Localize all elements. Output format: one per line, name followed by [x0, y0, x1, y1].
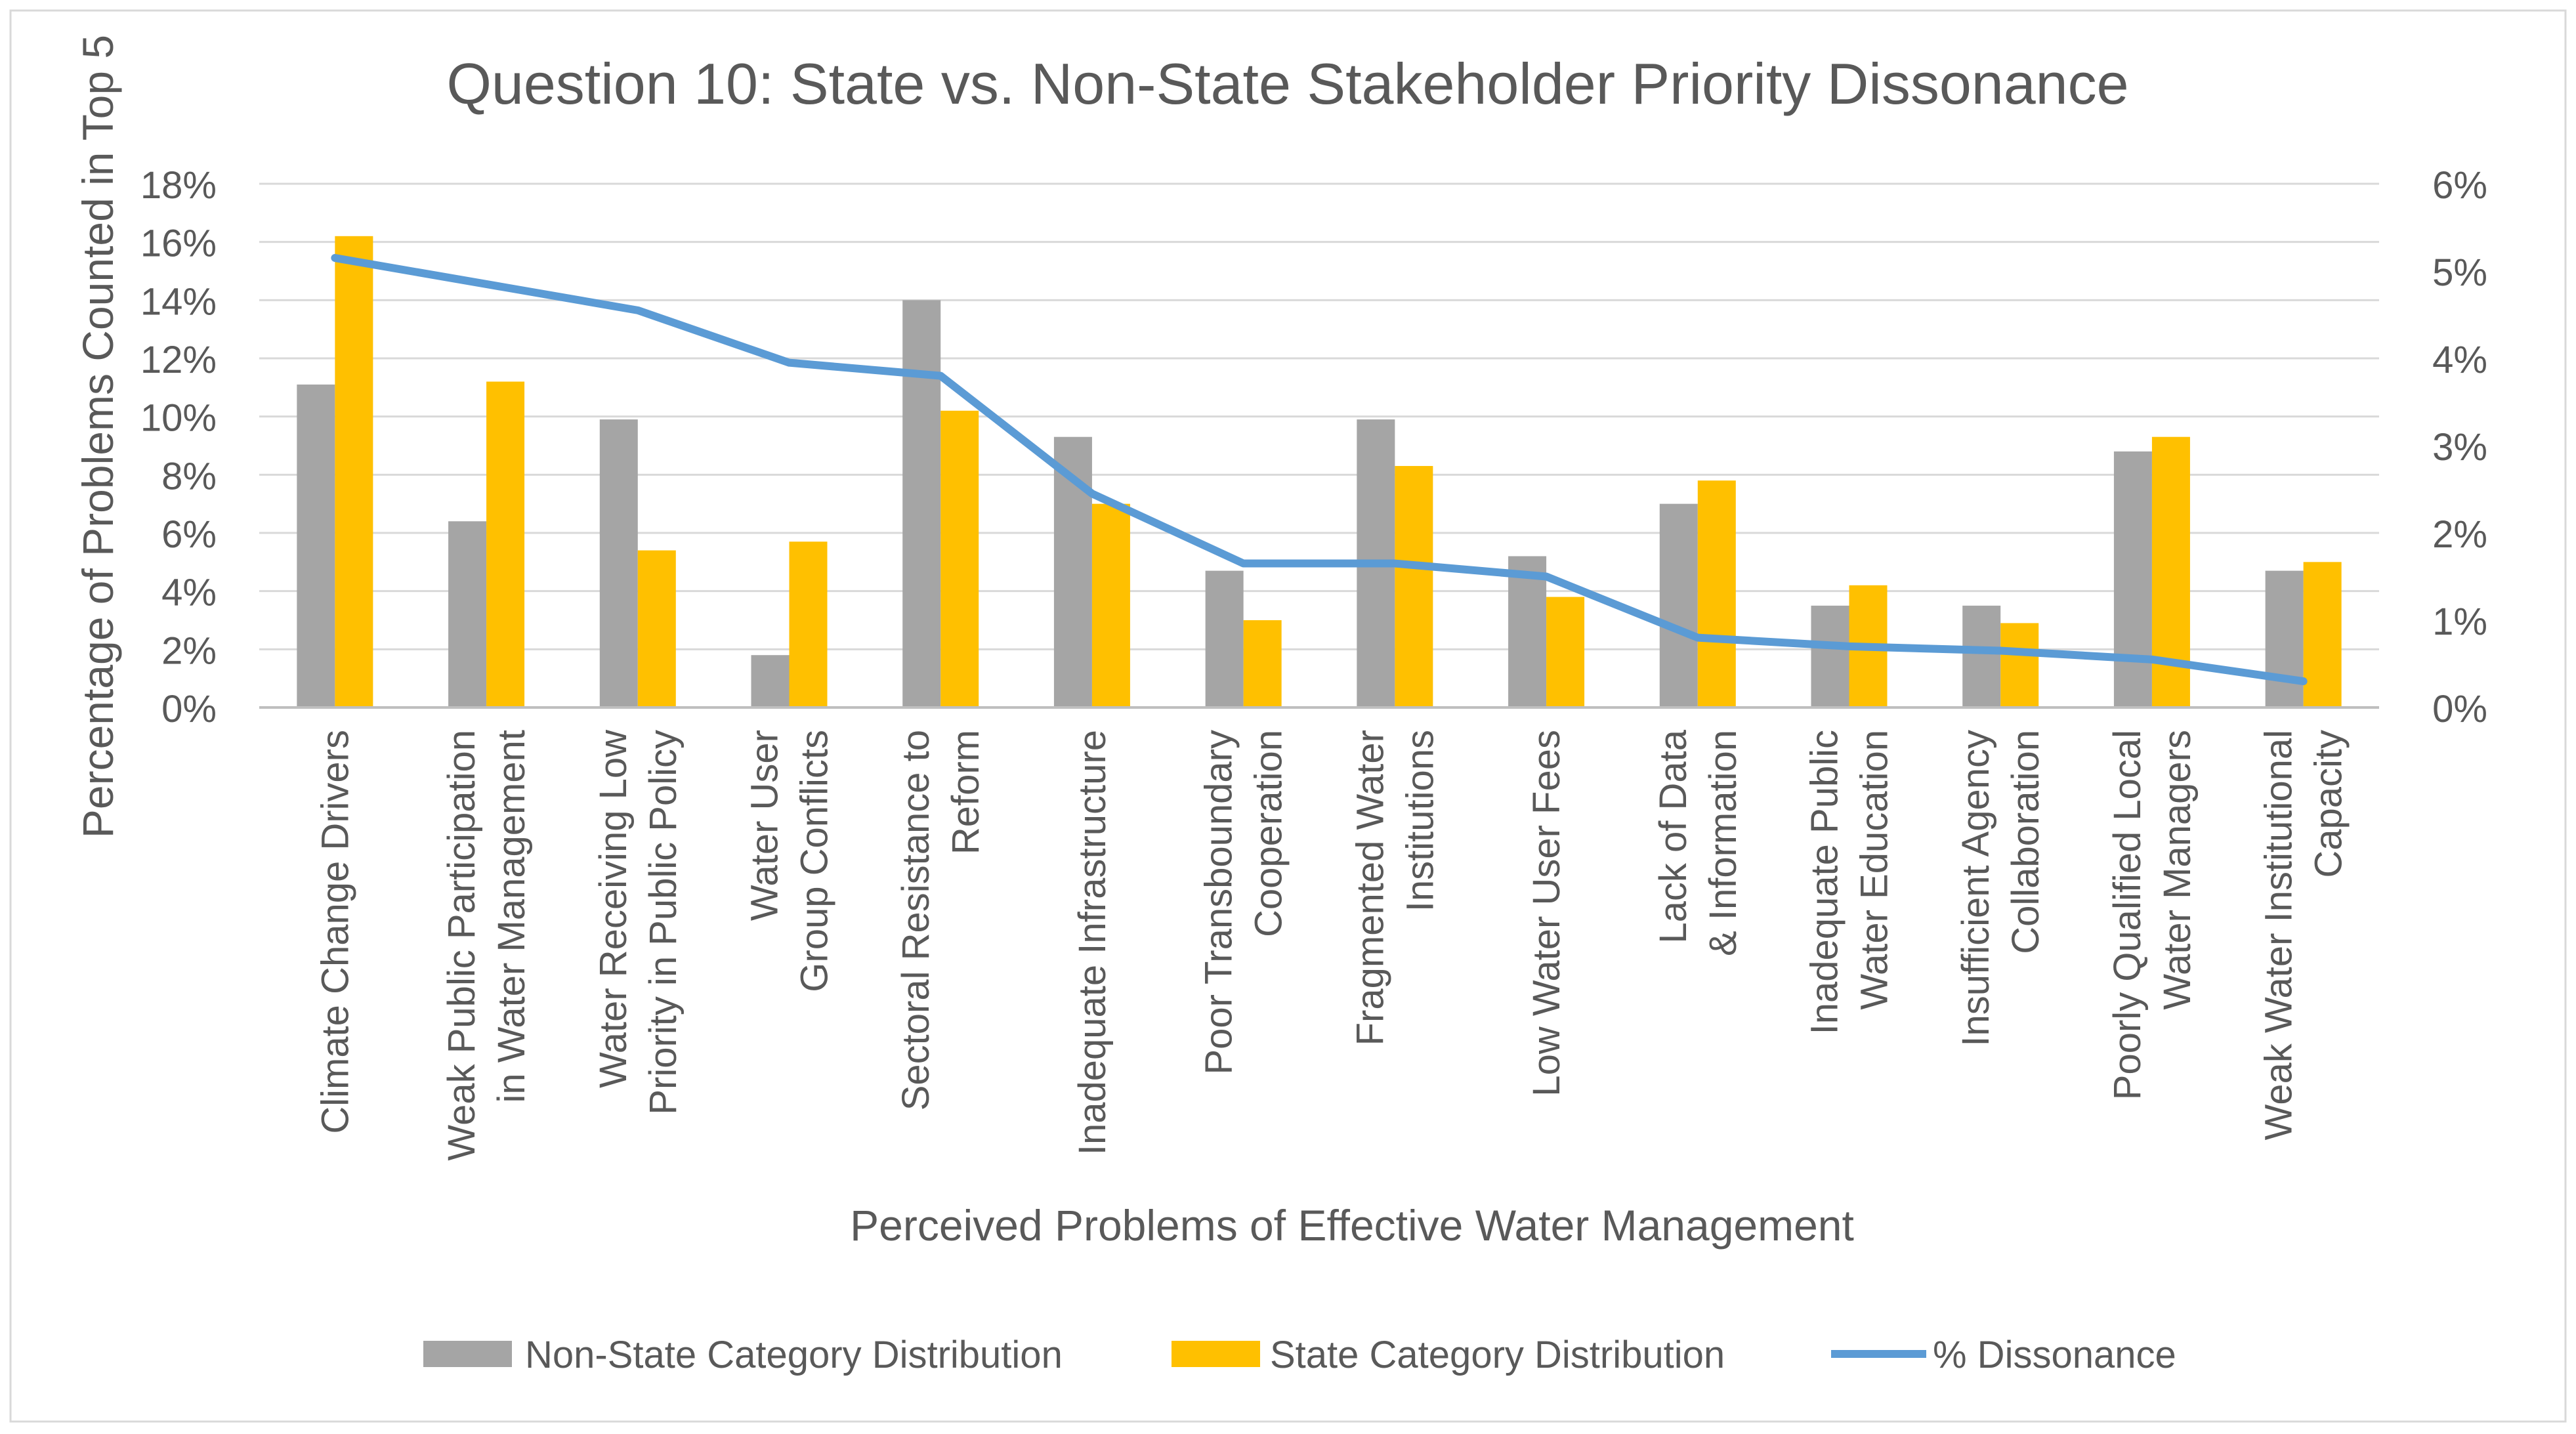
y-left-tick-label: 2% [161, 629, 217, 672]
legend-item-state-swatch [1172, 1341, 1260, 1367]
bar-state [789, 541, 828, 707]
x-tick-label: Weak Public Participation [440, 730, 483, 1161]
bar-state [486, 381, 525, 707]
y-right-tick-label: 5% [2432, 251, 2487, 294]
legend-item-state-label: State Category Distribution [1270, 1334, 1725, 1376]
y-left-tick-label: 10% [140, 397, 217, 440]
bar-state [1697, 480, 1736, 707]
x-tick-label: Priority in Public Policy [642, 730, 685, 1115]
y-left-tick-label: 0% [161, 688, 217, 730]
y-right-tick-label: 3% [2432, 426, 2487, 469]
y-axis-right-ticks: 0% 1% 2% 3% 4% 5% 6% [2432, 164, 2487, 730]
bar-non-state [902, 300, 941, 707]
y-left-tick-label: 16% [140, 222, 217, 265]
y-left-tick-label: 18% [140, 164, 217, 207]
x-tick-label: Cooperation [1248, 730, 1290, 937]
x-tick-label: Lack of Data [1652, 729, 1695, 943]
y-right-tick-label: 0% [2432, 688, 2487, 730]
x-tick-label: Climate Change Drivers [314, 730, 356, 1134]
bar-state [940, 410, 979, 707]
y-left-tick-label: 8% [161, 455, 217, 497]
bar-state [2000, 623, 2039, 707]
bar-non-state [2265, 570, 2304, 707]
x-tick-label: Water Receiving Low [592, 729, 635, 1088]
x-tick-label: Reform [944, 730, 987, 854]
x-axis-title: Perceived Problems of Effective Water Ma… [850, 1201, 1854, 1250]
bar-state [1395, 466, 1433, 707]
x-tick-label: Water Education [1853, 730, 1896, 1010]
dissonance-line [331, 254, 2308, 686]
legend-item-non-state-swatch [423, 1341, 512, 1367]
y-left-tick-label: 14% [140, 280, 217, 323]
y-right-tick-label: 2% [2432, 513, 2487, 556]
x-tick-label: Group Conflicts [793, 730, 836, 992]
y-right-tick-label: 4% [2432, 339, 2487, 381]
x-tick-label: Inadequate Public [1804, 730, 1846, 1034]
x-tick-label: Fragmented Water [1349, 730, 1391, 1045]
x-tick-label: Collaboration [2004, 730, 2047, 954]
bar-state [1243, 620, 1282, 707]
bar-non-state [751, 655, 790, 707]
y-axis-left-ticks: 0% 2% 4% 6% 8% 10% 12% 14% 16% 18% [140, 164, 217, 730]
y-axis-title: Percentage of Problems Counted in Top 5 [74, 35, 122, 838]
x-tick-label: Insufficient Agency [1954, 730, 1997, 1047]
chart-border [9, 9, 2567, 1423]
y-right-tick-label: 6% [2432, 164, 2487, 207]
x-tick-label: Sectoral Resistance to [895, 730, 937, 1110]
bar-state [637, 550, 676, 707]
y-left-tick-label: 12% [140, 339, 217, 381]
x-tick-label: Weak Water Institutional [2258, 730, 2300, 1140]
legend-item-dissonance-label: % Dissonance [1933, 1334, 2176, 1376]
x-tick-label: Poorly Qualified Local [2106, 730, 2149, 1100]
bar-state [2303, 562, 2342, 707]
bar-non-state [1508, 556, 1547, 707]
x-axis-tick-labels: Climate Change Drivers Weak Public Partic… [314, 729, 2350, 1161]
y-left-tick-label: 4% [161, 572, 217, 614]
dissonance-line-series [331, 254, 2308, 686]
legend: Non-State Category Distribution State Cat… [423, 1334, 2176, 1376]
x-tick-label: Water User [744, 730, 786, 921]
bar-non-state [297, 384, 335, 707]
bar-state [1091, 503, 1130, 707]
x-tick-label: Inadequate Infrastructure [1071, 730, 1114, 1155]
y-right-tick-label: 1% [2432, 601, 2487, 643]
bar-state [335, 236, 373, 707]
bar-non-state [1205, 570, 1244, 707]
bar-non-state [448, 521, 487, 707]
y-left-tick-label: 6% [161, 513, 217, 556]
x-tick-label: in Water Management [490, 730, 533, 1103]
x-tick-label: Low Water User Fees [1525, 730, 1568, 1097]
bar-non-state [1811, 605, 1849, 707]
chart-title: Question 10: State vs. Non-State Stakeho… [446, 51, 2128, 116]
bar-non-state [599, 419, 638, 707]
x-tick-label: & Information [1702, 730, 1744, 956]
x-tick-label: Water Managers [2156, 730, 2199, 1010]
x-tick-label: Capacity [2308, 730, 2350, 878]
x-tick-label: Poor Transboundary [1198, 730, 1240, 1075]
legend-item-non-state-label: Non-State Category Distribution [525, 1334, 1063, 1376]
x-tick-label: Institutions [1399, 730, 1441, 912]
bar-non-state [2113, 451, 2152, 707]
bar-non-state [1659, 503, 1698, 707]
bar-non-state [1962, 605, 2001, 707]
bar-state [1546, 597, 1585, 707]
